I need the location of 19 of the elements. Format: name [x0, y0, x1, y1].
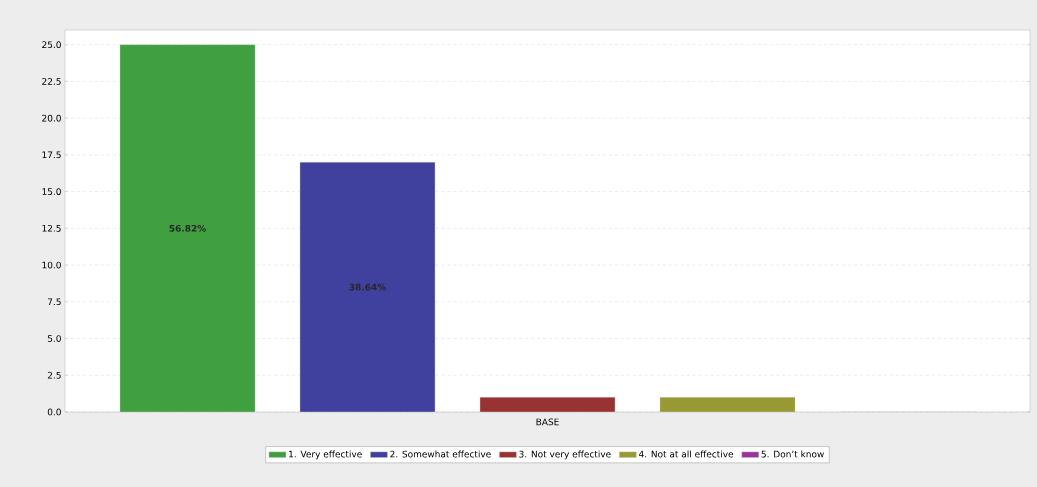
y-tick-label: 25.0 — [42, 41, 61, 49]
y-tick-label: 2.5 — [47, 371, 61, 379]
annotation: 38.64% — [349, 283, 386, 291]
y-tick-label: 0.0 — [47, 408, 61, 416]
x-tick-label: BASE — [536, 418, 559, 426]
y-tick-label: 17.5 — [42, 151, 61, 159]
legend-label: 5. Don’t know — [761, 450, 824, 458]
legend-label: 1. Very effective — [289, 450, 362, 460]
annotation: 56.82% — [169, 224, 206, 232]
legend-label: 3. Not very effective — [519, 450, 611, 460]
y-tick-label: 12.5 — [42, 224, 61, 232]
legend-label: 4. Not at all effective — [638, 450, 734, 458]
y-tick-label: 10.0 — [42, 261, 61, 269]
y-tick-label: 7.5 — [47, 298, 61, 306]
y-tick-label: 5.0 — [47, 335, 61, 342]
y-tick-label: 20.0 — [42, 114, 61, 122]
legend-label: 2. Somewhat effective — [390, 450, 491, 458]
y-tick-label: 15.0 — [42, 188, 61, 195]
y-tick-label: 22.5 — [42, 78, 61, 85]
